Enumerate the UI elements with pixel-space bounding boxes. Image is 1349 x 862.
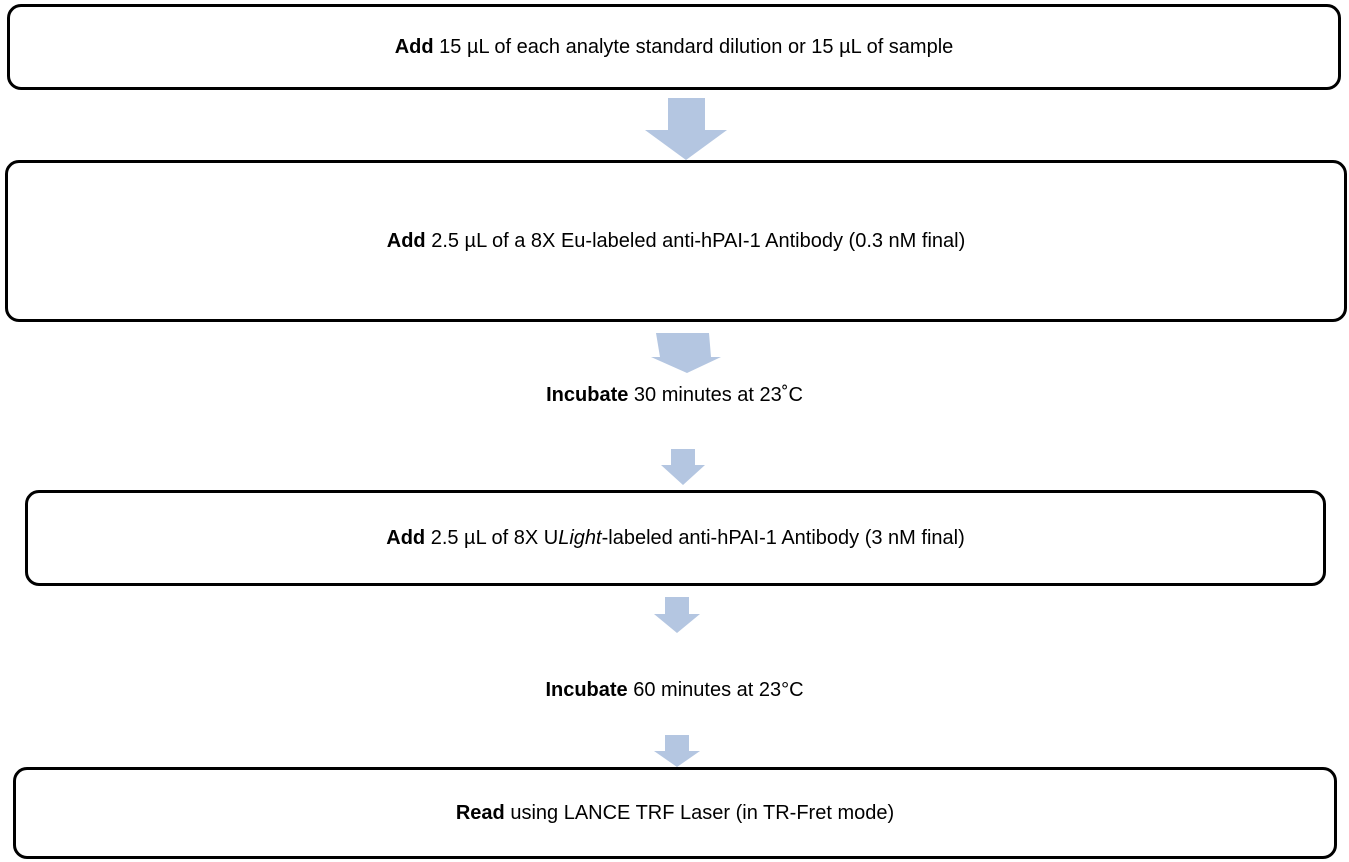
- step-add-ulight-antibody-box: Add 2.5 µL of 8X ULight-labeled anti-hPA…: [25, 490, 1326, 586]
- step-add-sample-box: Add 15 µL of each analyte standard dilut…: [7, 4, 1341, 90]
- step-add-eu-antibody-verb: Add: [386, 229, 426, 252]
- down-arrow-icon: [654, 735, 700, 767]
- down-arrow-icon: [654, 597, 700, 633]
- step-read-box: Read using LANCE TRF Laser (in TR-Fret m…: [13, 767, 1337, 859]
- step-incubate-60-detail: 60 minutes at 23°C: [627, 679, 804, 701]
- step-add-eu-antibody-text: Add 2.5 µL of a 8X Eu-labeled anti-hPAI-…: [387, 230, 966, 253]
- step-incubate-60-text: Incubate 60 minutes at 23°C: [0, 672, 1349, 708]
- step-add-ulight-antibody-italic: Light: [558, 526, 602, 549]
- step-read-text: Read using LANCE TRF Laser (in TR-Fret m…: [456, 802, 894, 825]
- down-arrow-icon: [661, 449, 705, 485]
- step-add-ulight-antibody-verb: Add: [386, 526, 426, 549]
- step-add-ulight-antibody-detail-start: 2.5 µL of 8X U: [425, 526, 559, 549]
- step-add-ulight-antibody-text: Add 2.5 µL of 8X ULight-labeled anti-hPA…: [386, 527, 965, 550]
- step-add-sample-verb: Add: [394, 35, 434, 58]
- step-incubate-30-verb: Incubate: [546, 384, 629, 406]
- step-incubate-30-detail: 30 minutes at 23˚C: [628, 384, 803, 406]
- step-add-ulight-antibody-detail-end: -labeled anti-hPAI-1 Antibody (3 nM fina…: [601, 526, 965, 549]
- step-add-eu-antibody-detail: 2.5 µL of a 8X Eu-labeled anti-hPAI-1 An…: [425, 229, 966, 252]
- step-add-eu-antibody-box: Add 2.5 µL of a 8X Eu-labeled anti-hPAI-…: [5, 160, 1347, 322]
- step-read-verb: Read: [455, 801, 505, 824]
- step-read-detail: using LANCE TRF Laser (in TR-Fret mode): [504, 801, 895, 824]
- step-incubate-30-text: Incubate 30 minutes at 23˚C: [0, 377, 1349, 413]
- step-add-sample-detail: 15 µL of each analyte standard dilution …: [433, 35, 954, 58]
- down-arrow-icon: [645, 98, 727, 160]
- down-arrow-icon: [651, 333, 721, 373]
- step-add-sample-text: Add 15 µL of each analyte standard dilut…: [395, 36, 954, 59]
- step-incubate-60-verb: Incubate: [545, 679, 628, 701]
